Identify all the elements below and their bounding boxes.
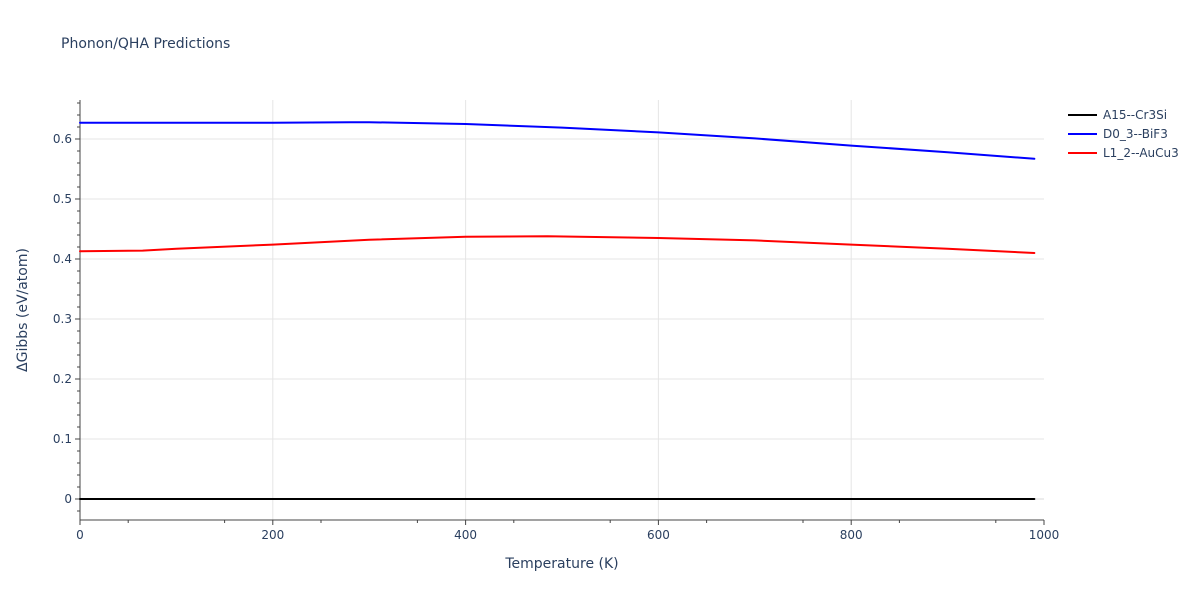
- y-tick-label: 0: [64, 492, 72, 506]
- x-tick-label: 800: [840, 528, 863, 542]
- legend-label-a15: A15--Cr3Si: [1103, 107, 1168, 122]
- legend-label-l12: L1_2--AuCu3: [1103, 145, 1179, 160]
- y-tick-label: 0.1: [53, 432, 72, 446]
- legend-label-d03: D0_3--BiF3: [1103, 126, 1168, 141]
- axis-layer: 0 200 400 600 800 1000 0 0.1 0.2 0.3 0.4 0.5 0.6: [53, 100, 1059, 542]
- legend-swatch-l12: [1068, 151, 1097, 154]
- x-tick-label: 0: [76, 528, 84, 542]
- grid-layer: [80, 100, 1044, 520]
- series-line-1[interactable]: [79, 121, 1036, 160]
- x-axis-title: Temperature (K): [504, 556, 618, 572]
- y-tick-label: 0.6: [53, 132, 72, 146]
- legend-item-l12[interactable]: L1_2--AuCu3: [1068, 143, 1179, 162]
- y-axis-title: ΔGibbs (eV/atom): [15, 248, 31, 372]
- legend-swatch-d03: [1068, 132, 1097, 135]
- series-layer: [79, 121, 1036, 500]
- legend: A15--Cr3Si D0_3--BiF3 L1_2--AuCu3: [1068, 105, 1179, 162]
- legend-swatch-a15: [1068, 113, 1097, 116]
- x-tick-label: 600: [647, 528, 670, 542]
- series-line-2[interactable]: [79, 235, 1036, 254]
- legend-item-a15[interactable]: A15--Cr3Si: [1068, 105, 1179, 124]
- legend-item-d03[interactable]: D0_3--BiF3: [1068, 124, 1179, 143]
- y-tick-label: 0.3: [53, 312, 72, 326]
- x-tick-label: 200: [261, 528, 284, 542]
- chart-title: Phonon/QHA Predictions: [61, 36, 231, 52]
- x-tick-label: 400: [454, 528, 477, 542]
- x-tick-label: 1000: [1029, 528, 1060, 542]
- y-tick-label: 0.5: [53, 192, 72, 206]
- y-tick-label: 0.4: [53, 252, 72, 266]
- y-tick-label: 0.2: [53, 372, 72, 386]
